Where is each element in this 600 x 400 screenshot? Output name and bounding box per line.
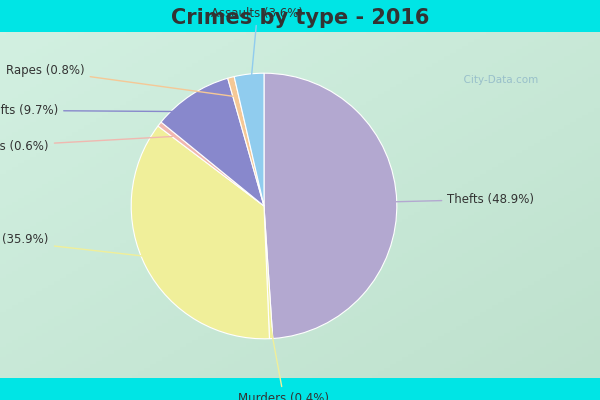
Wedge shape [264,206,273,339]
Wedge shape [264,73,397,338]
Text: Rapes (0.8%): Rapes (0.8%) [6,64,233,96]
Text: Burglaries (35.9%): Burglaries (35.9%) [0,233,161,258]
Text: Thefts (48.9%): Thefts (48.9%) [386,193,534,206]
Wedge shape [228,76,264,206]
Wedge shape [158,122,264,206]
Text: Robberies (0.6%): Robberies (0.6%) [0,136,172,153]
Wedge shape [131,126,269,339]
Wedge shape [161,78,264,206]
Text: Assaults (3.6%): Assaults (3.6%) [211,7,304,84]
Text: Auto thefts (9.7%): Auto thefts (9.7%) [0,104,199,117]
Text: Murders (0.4%): Murders (0.4%) [238,328,329,400]
Text: City-Data.com: City-Data.com [457,75,539,85]
Text: Crimes by type - 2016: Crimes by type - 2016 [171,8,429,28]
Wedge shape [234,73,264,206]
